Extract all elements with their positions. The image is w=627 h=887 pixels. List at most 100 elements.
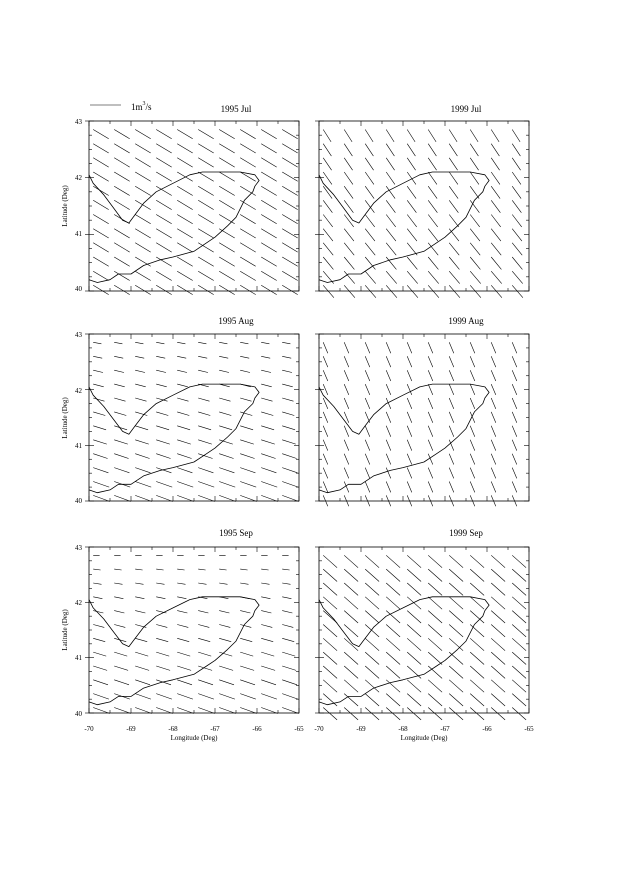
y-axis-label: Latitude (Deg) — [61, 185, 69, 227]
current-vector — [240, 157, 256, 168]
current-vector — [386, 651, 401, 665]
current-vector — [491, 638, 506, 651]
current-vector — [491, 582, 506, 596]
current-vector — [427, 143, 437, 157]
current-vector — [469, 143, 479, 157]
y-tick-label: 42 — [75, 599, 83, 607]
current-vector — [177, 157, 193, 168]
current-vector — [449, 651, 464, 665]
current-vector — [93, 495, 111, 502]
current-vector — [261, 665, 276, 671]
current-vector — [343, 285, 356, 298]
current-vector — [282, 369, 293, 373]
current-vector — [93, 679, 109, 686]
current-vector — [428, 610, 443, 624]
current-vector — [282, 185, 298, 196]
current-vector — [219, 383, 230, 388]
current-vector — [322, 171, 333, 185]
current-vector — [364, 271, 376, 284]
current-vector — [322, 342, 329, 354]
current-vector — [428, 693, 443, 707]
current-vector — [219, 411, 232, 416]
current-vector — [490, 171, 501, 185]
current-vector — [261, 707, 279, 714]
current-vector — [177, 256, 193, 267]
current-vector — [219, 185, 235, 196]
current-vector — [93, 129, 109, 140]
current-vector — [135, 342, 144, 345]
current-vector — [240, 129, 256, 140]
current-vector — [261, 157, 277, 168]
current-vector — [407, 555, 422, 568]
current-vector — [427, 157, 437, 171]
current-vector — [114, 679, 130, 686]
current-vector — [469, 481, 476, 493]
current-vector — [114, 171, 130, 182]
current-vector — [448, 383, 455, 396]
current-vector — [282, 157, 298, 168]
axis-ticks — [85, 333, 300, 502]
current-vector — [198, 157, 214, 168]
current-vector — [470, 555, 485, 568]
current-vector — [407, 638, 422, 651]
y-tick-label: 40 — [75, 497, 83, 505]
current-vector — [177, 369, 188, 373]
current-vector — [490, 200, 501, 213]
current-vector — [240, 256, 256, 267]
current-vector — [448, 186, 459, 199]
plot-frame — [88, 546, 300, 714]
current-vector — [240, 242, 256, 253]
legend-label: 1m3/s — [131, 101, 152, 112]
current-vector — [385, 467, 392, 479]
current-vector — [511, 453, 518, 465]
current-vector — [219, 157, 235, 168]
current-vector — [427, 129, 437, 143]
current-vector — [469, 411, 476, 423]
x-tick-label: -68 — [398, 725, 408, 733]
current-vector — [135, 610, 146, 614]
current-vector — [511, 242, 523, 256]
current-vector — [114, 665, 129, 671]
current-vector — [365, 555, 380, 568]
current-vector — [282, 383, 293, 388]
current-vector — [406, 383, 413, 396]
current-vector — [511, 129, 521, 143]
y-tick-label: 41 — [75, 654, 83, 662]
current-vector — [448, 242, 460, 256]
current-vector — [135, 638, 148, 642]
current-vector — [469, 425, 476, 437]
current-vector — [261, 242, 277, 253]
current-vector — [93, 707, 111, 714]
current-vector — [135, 171, 151, 182]
panel-1995-aug: 1995 Aug Latitude (Deg) 43 42 41 40 — [61, 316, 300, 505]
current-vector — [343, 397, 350, 410]
current-vector — [448, 143, 458, 157]
current-vector — [511, 356, 518, 368]
current-vector — [177, 610, 188, 614]
x-tick-label: -67 — [440, 725, 450, 733]
current-vector — [364, 186, 375, 199]
current-vector — [512, 568, 527, 582]
current-vector — [511, 271, 523, 284]
current-vector — [407, 624, 422, 638]
current-vector — [428, 651, 443, 665]
current-vector — [219, 369, 230, 373]
current-vector — [93, 242, 109, 253]
current-vector — [407, 651, 422, 665]
current-vector — [469, 200, 480, 213]
current-vector — [198, 425, 212, 431]
current-vector — [469, 129, 479, 143]
current-vector — [427, 171, 438, 185]
current-vector — [323, 679, 338, 693]
current-vector — [427, 397, 434, 410]
current-vector — [177, 342, 186, 345]
current-vector — [427, 356, 434, 368]
current-vector — [428, 679, 443, 693]
current-vector — [448, 342, 455, 354]
current-vector — [135, 270, 151, 281]
current-vector — [135, 356, 145, 359]
current-vector — [512, 596, 527, 610]
current-vector — [385, 453, 392, 465]
current-vector — [406, 256, 418, 270]
current-vector — [343, 171, 354, 185]
